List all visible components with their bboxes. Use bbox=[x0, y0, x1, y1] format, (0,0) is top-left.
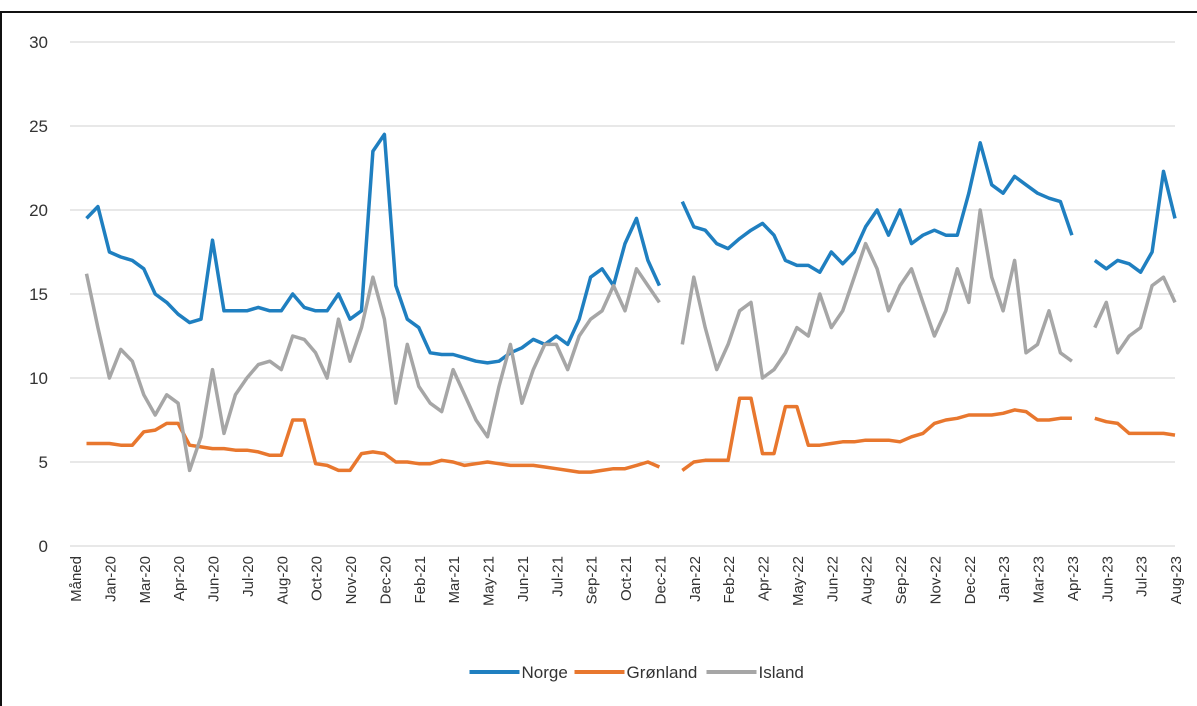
x-tick-label: Jan-20 bbox=[102, 556, 119, 602]
x-tick-label: Jan-22 bbox=[687, 556, 704, 602]
series-line bbox=[680, 141, 1074, 274]
y-tick-label: 0 bbox=[39, 537, 48, 556]
x-tick-label: May-22 bbox=[790, 556, 807, 606]
y-tick-label: 20 bbox=[29, 201, 48, 220]
x-tick-label: Aug-23 bbox=[1168, 556, 1185, 604]
x-tick-label: Jun-20 bbox=[206, 556, 223, 602]
legend-label: Grønland bbox=[627, 663, 698, 682]
x-tick-label: Apr-23 bbox=[1065, 556, 1082, 601]
x-tick-label: Jun-23 bbox=[1099, 556, 1116, 602]
y-tick-label: 30 bbox=[29, 33, 48, 52]
x-tick-label: Jul-21 bbox=[549, 556, 566, 597]
y-tick-label: 15 bbox=[29, 285, 48, 304]
y-tick-label: 10 bbox=[29, 369, 48, 388]
x-tick-label: Apr-20 bbox=[171, 556, 188, 601]
series-line bbox=[1093, 275, 1177, 355]
x-tick-label: Feb-22 bbox=[721, 556, 738, 604]
x-tick-label: Jul-20 bbox=[240, 556, 257, 597]
legend-label: Norge bbox=[522, 663, 568, 682]
x-tick-label: Sep-22 bbox=[893, 556, 910, 604]
x-tick-label: Jan-23 bbox=[996, 556, 1013, 602]
x-tick-label: Oct-20 bbox=[309, 556, 326, 601]
legend-label: Island bbox=[759, 663, 804, 682]
frame bbox=[0, 11, 1197, 706]
y-tick-label: 5 bbox=[39, 453, 48, 472]
y-tick-label: 25 bbox=[29, 117, 48, 136]
series-line bbox=[1094, 416, 1176, 437]
x-tick-label: Mar-21 bbox=[446, 556, 463, 604]
series-line bbox=[680, 208, 1073, 380]
x-tick-label: Mar-20 bbox=[137, 556, 154, 604]
x-tick-label: Dec-21 bbox=[652, 556, 669, 604]
x-tick-label: Mar-23 bbox=[1031, 556, 1048, 604]
x-tick-label: Dec-20 bbox=[377, 556, 394, 604]
x-tick-label: Nov-20 bbox=[343, 556, 360, 604]
series-line bbox=[84, 267, 661, 473]
series-line bbox=[85, 132, 661, 365]
x-tick-label: Jun-22 bbox=[824, 556, 841, 602]
x-tick-label: Apr-22 bbox=[756, 556, 773, 601]
x-tick-label: Nov-22 bbox=[927, 556, 944, 604]
x-tick-label: Feb-21 bbox=[412, 556, 429, 604]
x-tick-label: Måned bbox=[68, 556, 85, 602]
x-tick-label: Dec-22 bbox=[962, 556, 979, 604]
x-tick-label: Aug-20 bbox=[274, 556, 291, 604]
x-tick-label: Aug-22 bbox=[859, 556, 876, 604]
x-tick-label: Oct-21 bbox=[618, 556, 635, 601]
series-line bbox=[86, 418, 661, 474]
series-line bbox=[681, 396, 1072, 472]
x-tick-label: Jul-23 bbox=[1134, 556, 1151, 597]
x-tick-label: Jun-21 bbox=[515, 556, 532, 602]
x-tick-label: May-21 bbox=[481, 556, 498, 606]
x-tick-label: Sep-21 bbox=[584, 556, 601, 604]
series-line bbox=[1093, 169, 1177, 274]
